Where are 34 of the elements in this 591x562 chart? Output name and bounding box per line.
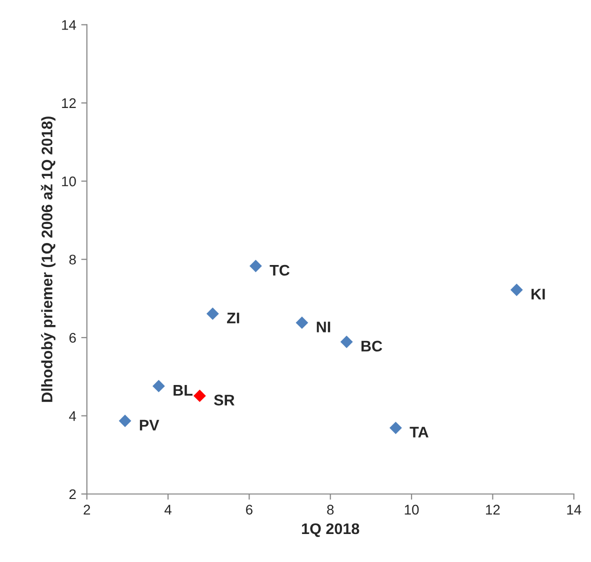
point — [193, 390, 206, 402]
y-tick-label: 14 — [62, 20, 76, 30]
y-tick-label: 4 — [69, 411, 76, 421]
x-tick-label: 6 — [246, 504, 252, 515]
annotation: ZI — [227, 312, 240, 324]
annotation: BC — [362, 340, 382, 352]
y-tick-label: 10 — [62, 176, 76, 186]
annotation: KI — [532, 288, 545, 300]
y-tick-label: 2 — [69, 489, 76, 500]
point — [249, 260, 262, 272]
x-tick-label: 4 — [164, 504, 172, 514]
point — [206, 308, 219, 320]
y-tick-label: 6 — [69, 332, 76, 343]
annotation: TC — [270, 264, 290, 276]
annotation: TA — [410, 426, 428, 438]
x-tick-label: 10 — [404, 504, 419, 515]
point — [152, 380, 165, 392]
annotation: BL — [174, 385, 192, 396]
x-axis-title: 1Q 2018 — [302, 523, 360, 537]
y-tick-label: 8 — [69, 254, 76, 265]
annotation: NI — [316, 322, 330, 332]
point — [389, 422, 402, 434]
point — [118, 414, 132, 428]
annotation: SR — [214, 394, 234, 406]
x-tick-label: 12 — [486, 504, 500, 514]
y-axis-title: Dlhodobý priemer (1Q 2006 až 1Q 2018) — [40, 116, 56, 402]
x-tick-label: 2 — [84, 504, 90, 514]
point — [340, 336, 353, 348]
point — [296, 316, 308, 329]
point — [510, 284, 523, 296]
annotation: PV — [140, 420, 160, 430]
x-tick-label: 14 — [567, 504, 582, 514]
y-tick-label: 12 — [62, 98, 76, 108]
x-tick-label: 8 — [327, 504, 334, 515]
